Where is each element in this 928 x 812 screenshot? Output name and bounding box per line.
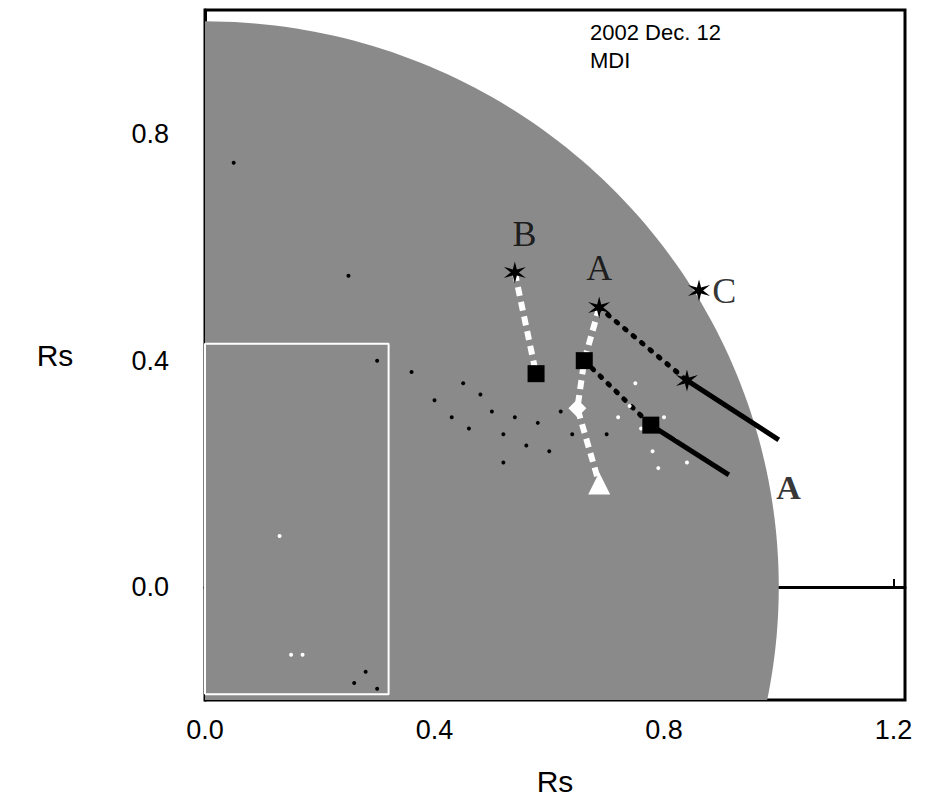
svg-text:A: A <box>776 469 801 506</box>
svg-text:C: C <box>712 271 736 311</box>
svg-text:0.0: 0.0 <box>131 572 169 602</box>
svg-text:0.4: 0.4 <box>416 715 454 745</box>
svg-text:1.2: 1.2 <box>875 715 913 745</box>
svg-text:B: B <box>513 214 537 254</box>
svg-text:A: A <box>586 248 612 288</box>
svg-text:Rs: Rs <box>37 339 74 372</box>
svg-text:0.8: 0.8 <box>645 715 683 745</box>
svg-text:2002 Dec. 12: 2002 Dec. 12 <box>590 20 721 45</box>
svg-text:0.0: 0.0 <box>186 715 224 745</box>
svg-text:0.4: 0.4 <box>131 346 169 376</box>
svg-text:MDI: MDI <box>590 48 630 73</box>
svg-text:Rs: Rs <box>537 765 574 798</box>
svg-text:0.8: 0.8 <box>131 119 169 149</box>
